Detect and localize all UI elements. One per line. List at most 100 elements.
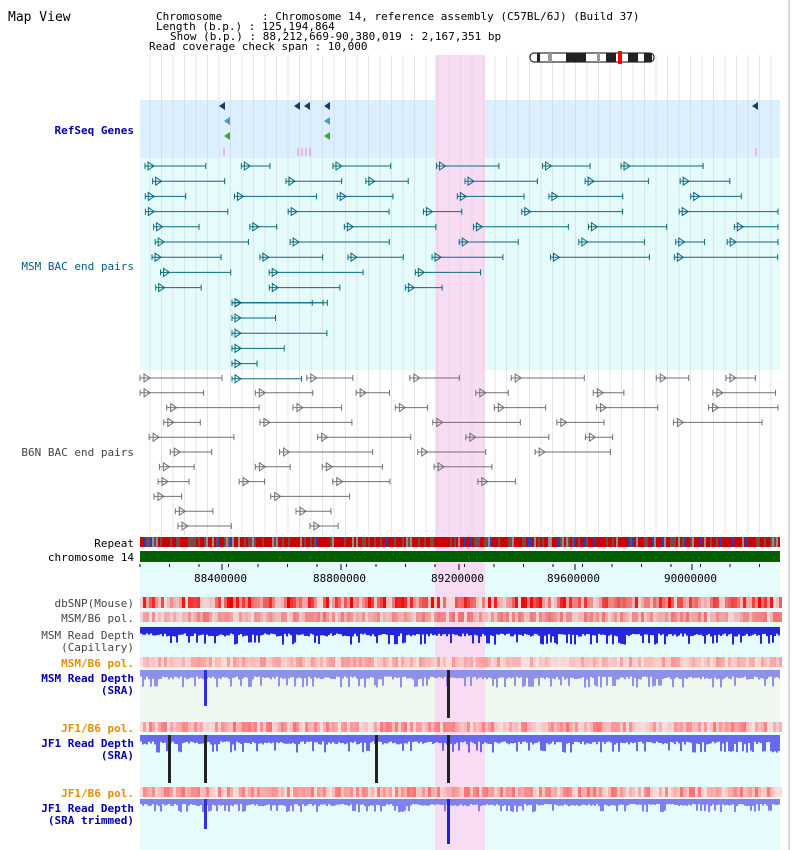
msm-sra-depth-bar [498,670,500,678]
jf1-b6-pol-heat-cell [155,722,158,732]
track-label-jf1-b6-pol-2[interactable]: JF1/B6 pol. [61,787,134,800]
jf1-trim-depth-bar [602,799,604,812]
jf1-sra-depth-bar [306,735,308,742]
msm-b6-pol2-heat-cell [170,657,173,667]
msm-cap-depth-bar [578,627,580,637]
msm-sra-depth-bar [456,670,458,679]
jf1-trim-depth-bar [564,799,566,805]
jf1-b6-pol2-heat-cell [284,787,287,797]
jf1-b6-pol-heat-cell [197,722,200,732]
jf1-trim-depth-bar [618,799,620,806]
jf1-trim-depth-bar [236,799,238,805]
msm-sra-depth-bar [412,670,414,680]
track-label-jf1-depth-sra[interactable]: JF1 Read Depth [41,737,134,750]
jf1-sra-depth-bar [686,735,688,742]
msm-sra-depth-bar [672,670,674,688]
jf1-b6-pol-heat-cell [272,722,275,732]
repeat-segment [160,537,162,547]
dbsnp-heat-cell [278,597,281,608]
track-label-msm-depth-sra[interactable]: MSM Read Depth [41,672,134,685]
msm-cap-depth-bar [452,627,454,634]
jf1-trim-depth-bar [610,799,612,806]
repeat-segment [178,537,180,547]
track-label-msm-bac[interactable]: MSM BAC end pairs [21,260,134,273]
msm-cap-depth-bar [368,627,370,636]
msm-sra-depth-bar [582,670,584,678]
msm-b6-pol2-heat-cell [695,657,698,667]
repeat-segment [702,537,704,547]
jf1-b6-pol-heat-cell [293,722,296,732]
repeat-segment [166,537,168,547]
jf1-b6-pol-heat-cell [383,722,386,732]
jf1-b6-pol2-heat-cell [548,787,551,797]
msm-b6-pol-heat-cell [584,612,587,622]
msm-sra-depth-bar [142,670,144,687]
msm-b6-pol2-heat-cell [275,657,278,667]
msm-cap-depth-bar [696,627,698,635]
jf1-b6-pol-heat-cell [353,722,356,732]
msm-bac-end-arrow [407,282,416,293]
msm-bac-end-arrow [154,252,162,263]
repeat-segment [688,537,690,547]
jf1-sra-depth-bar [280,735,282,742]
track-label-b6n-bac[interactable]: B6N BAC end pairs [21,446,134,459]
jf1-trim-depth-bar [240,799,242,804]
msm-bac-end-arrow [252,221,260,232]
jf1-b6-pol-heat-cell [485,722,488,732]
jf1-b6-pol2-heat-cell [473,787,476,797]
jf1-trim-depth-bar [308,799,310,805]
msm-sra-depth-bar [258,670,260,677]
jf1-trim-depth-bar [336,799,338,805]
jf1-b6-pol2-heat-cell [359,787,362,797]
track-label-dbsnp[interactable]: dbSNP(Mouse) [54,597,134,610]
repeat-segment [600,537,602,547]
jf1-sra-depth-bar [268,735,270,743]
repeat-segment [660,537,662,547]
repeat-segment [636,537,638,547]
dbsnp-heat-cell [491,597,494,608]
msm-sra-depth-bar [434,670,436,678]
jf1-trim-depth-bar [536,799,538,805]
dbsnp-heat-cell [497,597,500,608]
msm-b6-pol-heat-cell [443,612,446,622]
msm-cap-depth-bar [634,627,636,635]
msm-cap-depth-bar [364,627,366,634]
msm-b6-pol-heat-cell [716,612,719,622]
msm-b6-pol2-heat-cell [524,657,527,667]
msm-b6-pol-heat-cell [227,612,230,622]
jf1-b6-pol-heat-cell [182,722,185,732]
jf1-trim-depth-bar [186,799,188,812]
dbsnp-heat-cell [353,597,356,608]
msm-cap-depth-bar [446,627,448,637]
jf1-sra-depth-bar [460,735,462,742]
jf1-trim-depth-bar [402,799,404,812]
msm-sra-depth-bar [654,670,656,686]
msm-cap-depth-bar [204,627,206,644]
repeat-segment [140,537,142,547]
jf1-sra-depth-bar [744,735,746,745]
track-label-msm-b6-pol-2[interactable]: MSM/B6 pol. [61,657,134,670]
msm-cap-depth-bar [152,627,154,636]
msm-b6-pol-heat-cell [167,612,170,622]
msm-b6-pol-heat-cell [698,612,701,622]
track-label-msm-depth-cap[interactable]: MSM Read Depth [41,629,134,642]
jf1-b6-pol-heat-cell [746,722,749,732]
jf1-sra-depth-bar [330,735,332,744]
msm-b6-pol2-heat-cell [635,657,638,667]
jf1-sra-depth-bar [428,735,430,742]
dbsnp-heat-cell [212,597,215,608]
jf1-sra-depth-bar [498,735,500,744]
jf1-b6-pol2-heat-cell [617,787,620,797]
msm-sra-depth-bar [570,670,572,678]
jf1-sra-depth-bar [762,735,764,752]
track-label-msm-b6-pol-1[interactable]: MSM/B6 pol. [61,612,134,625]
msm-cap-depth-bar [256,627,258,636]
track-label-jf1-depth-trim[interactable]: JF1 Read Depth [41,802,134,815]
repeat-segment [150,537,152,547]
repeat-segment [442,537,444,547]
msm-b6-pol2-heat-cell [629,657,632,667]
track-label-jf1-b6-pol-1[interactable]: JF1/B6 pol. [61,722,134,735]
track-label-repeat[interactable]: Repeat [94,537,134,550]
track-label-refseq[interactable]: RefSeq Genes [54,124,134,137]
